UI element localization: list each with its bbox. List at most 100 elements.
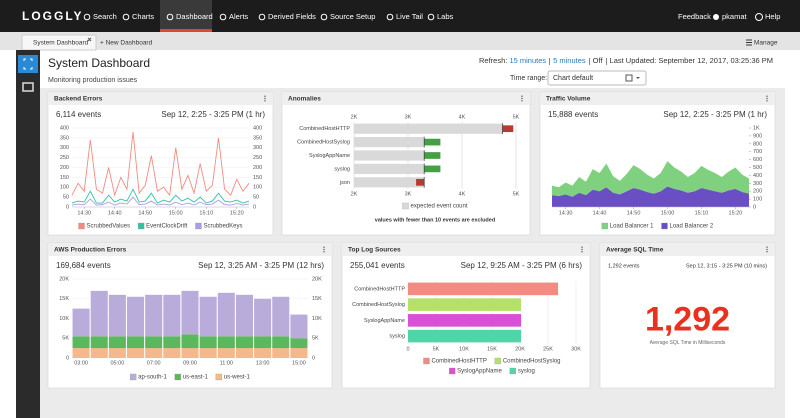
- nav-item[interactable]: Derived Fields: [268, 12, 316, 21]
- actual-bar: [503, 125, 514, 132]
- legend-label: ap-south-1: [138, 375, 167, 381]
- x-tick-label: 15:10: [199, 210, 213, 216]
- time-span: Sep 12, 3:25 AM - 3:25 PM (12 hrs): [198, 261, 324, 270]
- widget: Backend Errors6,114 eventsSep 12, 2:25 -…: [48, 92, 273, 235]
- widget-title: Average SQL Time: [606, 247, 664, 254]
- bar-segment: [272, 297, 289, 337]
- bar-segment: [254, 299, 271, 337]
- x-tick-label: 07:00: [147, 360, 161, 366]
- user-icon: [713, 14, 719, 20]
- menu-dot: [323, 251, 324, 252]
- nav-help[interactable]: Help: [765, 12, 780, 21]
- bar-segment: [181, 291, 198, 334]
- tab-label[interactable]: System Dashboard: [33, 40, 89, 47]
- bar-segment: [91, 348, 108, 358]
- refresh-option[interactable]: Off: [593, 56, 603, 65]
- legend-label: syslog: [518, 369, 535, 375]
- legend-label: us-west-1: [224, 375, 251, 381]
- x-tick-label: 0: [406, 346, 409, 352]
- legend-swatch: [602, 223, 608, 229]
- category-label: json: [339, 180, 350, 186]
- bar-segment: [163, 336, 180, 348]
- x-tick-label: 14:40: [593, 210, 607, 216]
- time-span: Sep 12, 2:25 - 3:25 PM (1 hr): [663, 110, 767, 119]
- x-tick-label: 09:00: [183, 360, 197, 366]
- expected-bar: [354, 124, 503, 134]
- legend-swatch: [402, 203, 408, 209]
- nav-item[interactable]: Live Tail: [396, 12, 423, 21]
- legend: ap-south-1us-east-1us-west-1: [130, 374, 250, 381]
- refresh-option[interactable]: 5 minutes: [553, 56, 586, 65]
- time-range-value[interactable]: Chart default: [553, 75, 593, 82]
- nav-item[interactable]: Alerts: [229, 12, 248, 21]
- sidebar-expand[interactable]: [18, 55, 38, 73]
- legend-label: SyslogAppName: [457, 369, 502, 375]
- nav-item[interactable]: Search: [93, 12, 117, 21]
- nav-item[interactable]: Dashboard: [176, 12, 213, 21]
- y-tick-label: 15K: [59, 296, 69, 302]
- nav-item[interactable]: Source Setup: [330, 12, 375, 21]
- menu-dot: [766, 247, 767, 248]
- menu-dot: [766, 98, 767, 99]
- x-tick-label: 14:50: [138, 210, 152, 216]
- refresh-option[interactable]: 15 minutes: [509, 56, 546, 65]
- bar-segment: [290, 348, 307, 358]
- logo[interactable]: LOGGLY: [22, 9, 84, 23]
- y-tick-label: 900: [753, 133, 762, 139]
- bar-segment: [109, 295, 126, 336]
- legend-swatch: [510, 368, 516, 374]
- refresh-label: Refresh:: [479, 56, 507, 65]
- y-tick-label: 250: [60, 155, 69, 161]
- y-tick-label: 150: [60, 175, 69, 181]
- x-tick-label: 11:00: [220, 360, 233, 366]
- y-tick-label: 600: [753, 157, 762, 163]
- nav-item[interactable]: Labs: [437, 12, 454, 21]
- legend-label: EventClockDrift: [146, 224, 188, 230]
- x-tick-label: 25K: [543, 346, 553, 352]
- x-tick-label: 14:50: [627, 210, 641, 216]
- legend-label: ScrubbedValues: [87, 224, 131, 230]
- nav-feedback[interactable]: Feedback: [678, 12, 711, 21]
- event-count: 1,292 events: [608, 263, 640, 269]
- bar: [408, 314, 521, 327]
- bar-segment: [254, 348, 271, 358]
- bar-segment: [200, 348, 217, 358]
- bar-segment: [127, 297, 144, 337]
- legend-swatch: [175, 374, 181, 380]
- nav-user[interactable]: pkamat: [722, 12, 748, 21]
- legend-label: ScrubbedKeys: [203, 224, 242, 230]
- expected-bar: [354, 177, 424, 187]
- menu-dot: [521, 98, 522, 99]
- nav-item[interactable]: Charts: [132, 12, 154, 21]
- legend: ScrubbedValues EventClockDrift ScrubbedKey…: [79, 223, 243, 230]
- event-count: 255,041 events: [350, 261, 405, 270]
- event-count: 15,888 events: [548, 110, 598, 119]
- y-tick-label: 800: [753, 141, 762, 147]
- dashboard-title: System Dashboard: [48, 56, 150, 70]
- bar-segment: [163, 348, 180, 358]
- new-dashboard[interactable]: + New Dashboard: [100, 40, 153, 47]
- y-tick-label: 300: [753, 181, 762, 187]
- stat-value: 1,292: [645, 300, 730, 338]
- bar-segment: [73, 336, 90, 348]
- manage[interactable]: Manage: [754, 40, 778, 47]
- bar-segment: [127, 348, 144, 358]
- menu-dot: [323, 247, 324, 248]
- bar-segment: [236, 348, 253, 358]
- category-label: CombinedHostSyslog: [297, 140, 350, 146]
- legend-swatch: [495, 358, 501, 364]
- y-tick-label: 5K: [62, 336, 69, 342]
- sidebar: [16, 50, 40, 418]
- bar: [408, 330, 521, 343]
- legend-label: CombinedHostSyslog: [503, 359, 561, 365]
- x-tick-label: 14:40: [108, 210, 122, 216]
- y-tick-label: 0: [66, 204, 69, 210]
- bar-segment: [163, 295, 180, 336]
- menu-dot: [766, 249, 767, 250]
- y-tick-label: 1K: [753, 125, 760, 131]
- legend-label: Load Balancer 1: [610, 224, 654, 230]
- category-label: CombinedHostSyslog: [352, 302, 405, 308]
- y-tick-label: 700: [753, 149, 762, 155]
- x-tick-label: 15:00: [661, 210, 675, 216]
- y-tick-label: 400: [753, 173, 762, 179]
